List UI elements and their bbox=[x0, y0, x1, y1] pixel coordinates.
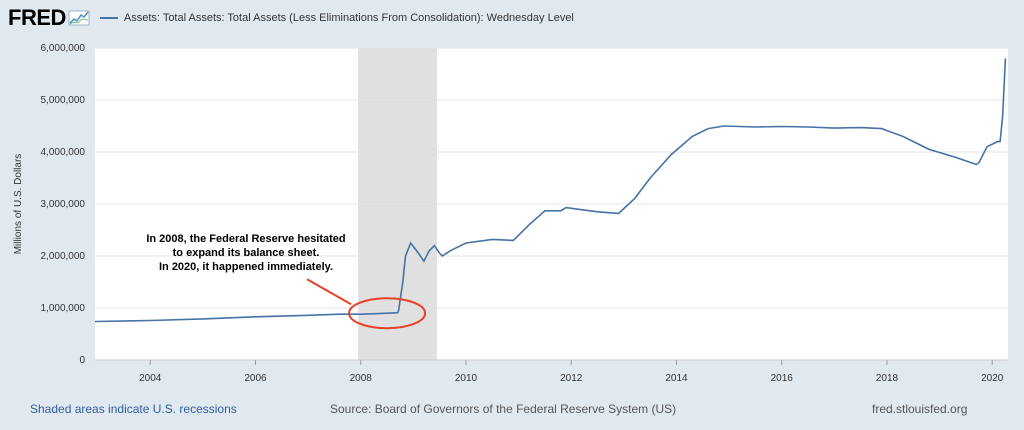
annotation-text-line: In 2020, it happened immediately. bbox=[159, 261, 333, 273]
legend-swatch bbox=[99, 17, 118, 19]
gridlines-group bbox=[95, 47, 1008, 365]
chart-legend: Assets: Total Assets: Total Assets (Less… bbox=[99, 12, 574, 24]
y-tick-label: 4,000,000 bbox=[41, 147, 86, 158]
x-tick-label: 2016 bbox=[771, 373, 794, 384]
x-tick-label: 2006 bbox=[244, 373, 267, 384]
chart-header: FRED Assets: Total Assets: Total Assets … bbox=[8, 5, 574, 31]
fred-chart-mark-icon bbox=[68, 10, 90, 26]
y-tick-labels-group: 0 1,000,000 2,000,000 3,000,000 4,000,000 5,0… bbox=[41, 43, 86, 366]
legend-series-label: Assets: Total Assets: Total Assets (Less… bbox=[123, 12, 574, 24]
recession-note: Shaded areas indicate U.S. recessions bbox=[30, 402, 237, 416]
x-tick-label: 2018 bbox=[876, 373, 899, 384]
annotation-circle bbox=[348, 297, 427, 330]
x-tick-labels-group: 2004 2006 2008 2010 2012 2014 2016 2018 2020 bbox=[139, 373, 1004, 384]
y-axis-label: Millions of U.S. Dollars bbox=[13, 154, 24, 255]
chart-area: 0 1,000,000 2,000,000 3,000,000 4,000,000 5,0… bbox=[13, 43, 1008, 384]
annotation-arrow bbox=[306, 278, 352, 306]
y-tick-label: 2,000,000 bbox=[41, 251, 86, 262]
x-tick-label: 2020 bbox=[981, 373, 1004, 384]
annotation-group: In 2008, the Federal Reserve hesitated to… bbox=[146, 233, 427, 330]
fred-logo[interactable]: FRED bbox=[8, 5, 90, 31]
chart-svg: 0 1,000,000 2,000,000 3,000,000 4,000,000 5,0… bbox=[13, 43, 1008, 384]
fred-logo-text: FRED bbox=[8, 5, 66, 30]
y-tick-label: 0 bbox=[79, 355, 85, 366]
y-tick-label: 6,000,000 bbox=[41, 43, 86, 54]
y-tick-label: 5,000,000 bbox=[41, 95, 86, 106]
annotation-text-line: to expand its balance sheet. bbox=[173, 247, 320, 259]
source-note: Source: Board of Governors of the Federa… bbox=[330, 402, 677, 416]
x-tick-label: 2008 bbox=[350, 373, 373, 384]
x-tick-label: 2014 bbox=[665, 373, 688, 384]
x-tick-label: 2010 bbox=[455, 373, 478, 384]
annotation-text-line: In 2008, the Federal Reserve hesitated bbox=[146, 233, 345, 245]
y-tick-label: 1,000,000 bbox=[41, 303, 86, 314]
x-tick-label: 2012 bbox=[560, 373, 583, 384]
chart-footer: Shaded areas indicate U.S. recessions So… bbox=[0, 398, 1024, 422]
x-tick-label: 2004 bbox=[139, 373, 162, 384]
y-tick-label: 3,000,000 bbox=[41, 199, 86, 210]
site-link[interactable]: fred.stlouisfed.org bbox=[872, 402, 968, 416]
series-line bbox=[94, 58, 1007, 323]
